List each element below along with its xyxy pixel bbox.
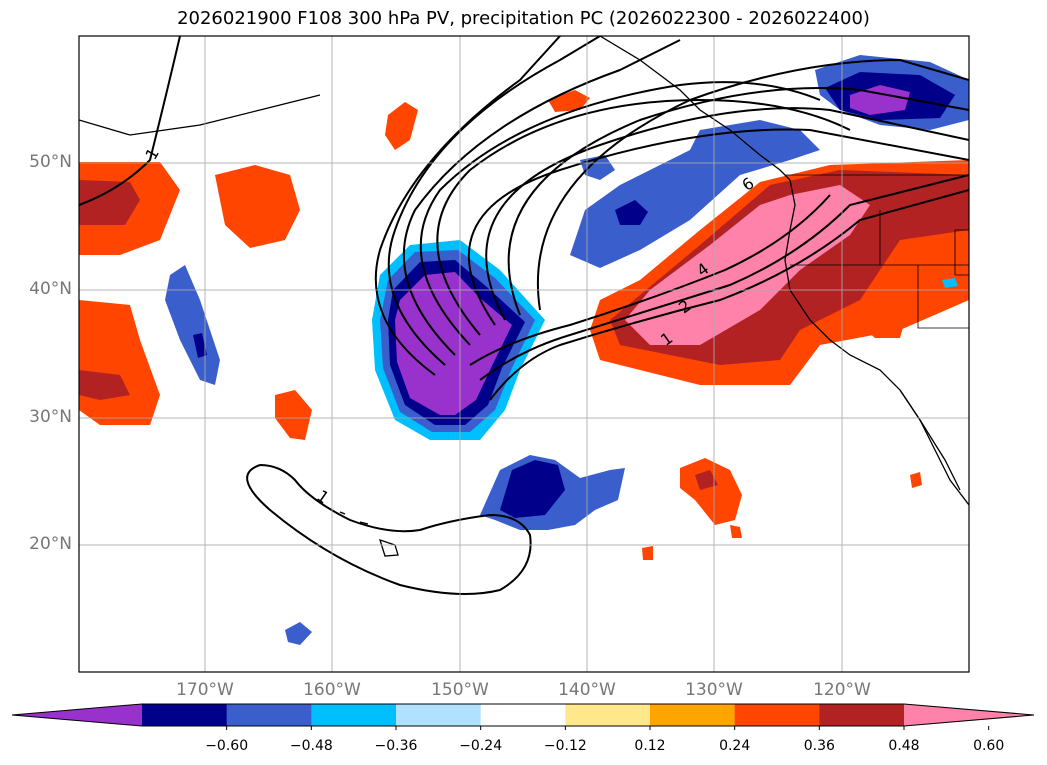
- negative-precip-fills: [165, 55, 969, 645]
- colorbar-tick-label: −0.48: [289, 738, 333, 754]
- pv-contour-9: [374, 36, 561, 376]
- colorbar-segment: [480, 704, 566, 726]
- lon-label-160w: 160°W: [303, 680, 361, 700]
- neg-fill-central-deep: [395, 272, 512, 415]
- coastlines: [79, 36, 969, 557]
- coast-alaska: [79, 94, 321, 136]
- pos-fill-155w-north: [385, 102, 418, 150]
- pv-contour-south-loop: [246, 464, 532, 595]
- lat-label-20n: 20°N: [29, 534, 72, 554]
- colorbar-outline: [11, 703, 1035, 727]
- pv-contour-4: [467, 128, 969, 326]
- colorbar-tick-label: −0.24: [459, 738, 503, 754]
- pv-contour-3: [485, 107, 969, 321]
- colorbar-segment: [565, 704, 651, 726]
- colorbar-tick-label: 0.12: [634, 738, 666, 754]
- pos-fill-west-lower: [79, 300, 160, 425]
- pv-contour-loop-b: [479, 174, 969, 381]
- colorbar: [11, 703, 1035, 730]
- pv-contour-west: [79, 36, 181, 206]
- coast-us-west: [784, 179, 969, 506]
- pos-fill-117w: [858, 308, 905, 338]
- neg-fill-170w-strong: [193, 333, 207, 358]
- colorbar-tick-label: −0.36: [374, 738, 418, 754]
- lon-label-140w: 140°W: [558, 680, 616, 700]
- neg-fill-south-strong: [500, 460, 565, 518]
- colorbar-segment: [311, 704, 397, 726]
- colorbar-segment: [142, 704, 228, 726]
- colorbar-segment: [650, 704, 736, 726]
- pv-contour-7: [402, 39, 681, 356]
- lat-label-40n: 40°N: [29, 279, 72, 299]
- lon-label-170w: 170°W: [176, 680, 234, 700]
- pos-fill-west-lower-strong: [79, 370, 130, 400]
- neg-fill-gulf-band-strong: [615, 200, 648, 225]
- neg-fill-small-118w: [942, 278, 958, 288]
- colorbar-tick-label: 0.24: [719, 738, 751, 754]
- neg-fill-170w: [165, 265, 220, 385]
- pos-fill-small-c: [730, 525, 742, 538]
- coast-baja: [899, 389, 961, 491]
- lat-label-30n: 30°N: [29, 407, 72, 427]
- colorbar-segment: [819, 704, 905, 726]
- colorbar-segment: [226, 704, 312, 726]
- pos-fill-northeast-pacific-peak: [625, 185, 870, 345]
- map-area: [79, 36, 969, 672]
- lon-label-120w: 120°W: [813, 680, 871, 700]
- lat-label-50n: 50°N: [29, 152, 72, 172]
- colorbar-extend-min: [12, 704, 142, 726]
- contour-label-south: 1: [313, 486, 332, 507]
- neg-fill-small-161w: [285, 622, 312, 645]
- colorbar-tick-label: −0.12: [543, 738, 587, 754]
- pos-fill-145w-north: [548, 90, 590, 112]
- gridlines: [79, 36, 969, 672]
- pos-fill-west-upper-strong: [79, 180, 140, 225]
- pos-fill-163w: [275, 390, 312, 440]
- pos-fill-128w-south-strong: [695, 470, 718, 490]
- colorbar-tick-label: 0.48: [888, 738, 920, 754]
- colorbar-tick-label: −0.60: [205, 738, 249, 754]
- coast-hawaii: [339, 511, 399, 557]
- state-border-d: [917, 265, 969, 329]
- pv-contour-8: [387, 36, 601, 366]
- pv-contours: [79, 36, 969, 595]
- state-border-e: [954, 229, 969, 276]
- map-title: 2026021900 F108 300 hPa PV, precipitatio…: [177, 8, 870, 29]
- neg-fill-gulf-band: [570, 120, 820, 268]
- neg-fill-northeast-deep: [850, 85, 910, 115]
- pv-contour-5: [436, 98, 851, 336]
- pos-fill-130w-south: [680, 458, 742, 525]
- colorbar-tick-label: 0.36: [803, 738, 835, 754]
- colorbar-segment: [396, 704, 482, 726]
- lon-label-150w: 150°W: [431, 680, 489, 700]
- lon-label-130w: 130°W: [685, 680, 743, 700]
- pos-fill-small-a: [910, 472, 922, 488]
- pv-contour-loop-a: [489, 189, 969, 401]
- map-frame: [78, 35, 970, 673]
- pos-fill-small-b: [642, 546, 653, 560]
- coast-canada: [599, 36, 791, 181]
- colorbar-segment: [734, 704, 820, 726]
- pv-contour-2: [507, 87, 969, 316]
- colorbar-tick-label: 0.60: [973, 738, 1005, 754]
- pv-contour-loop-c: [469, 194, 831, 366]
- colorbar-extend-max: [904, 704, 1034, 726]
- pos-fill-165w: [215, 165, 300, 248]
- pv-contour-6: [419, 81, 821, 346]
